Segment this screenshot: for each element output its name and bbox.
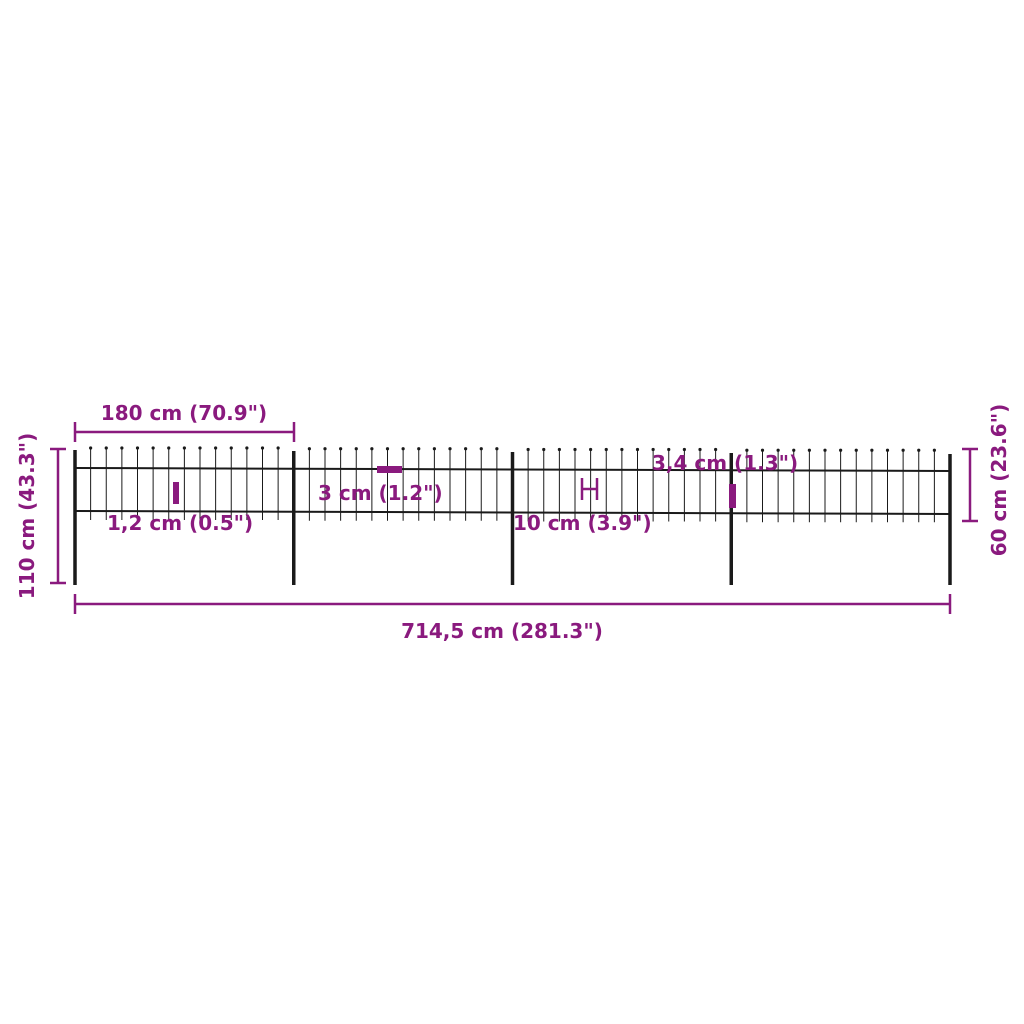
picket-finial [714, 447, 718, 452]
picket-finial [385, 447, 390, 451]
rail-marker [377, 466, 402, 473]
picket-finial [495, 447, 499, 451]
picket-finial [901, 448, 905, 452]
fence [73, 446, 952, 585]
total-length-line [73, 594, 952, 614]
post-width-label: 3,4 cm (1.3") [652, 451, 798, 475]
picket-spacing-label: 1,2 cm (0.5") [107, 511, 253, 535]
picket-finial [745, 448, 749, 452]
picket-finial [526, 447, 530, 452]
picket-finial [135, 446, 140, 450]
picket-marker [173, 482, 179, 504]
picket-finial [323, 447, 327, 451]
picket-finial [448, 447, 452, 451]
picket-finial [245, 446, 249, 450]
picket-finial [182, 446, 186, 450]
picket-finial [589, 447, 593, 452]
picket-finial [870, 448, 874, 452]
picket-finial [885, 448, 890, 452]
picket-finial [651, 447, 655, 452]
fence-height-label: 60 cm (23.6") [987, 404, 1011, 557]
picket-finial [917, 448, 921, 452]
picket-finial [667, 447, 671, 452]
picket-finial [432, 447, 436, 451]
picket-finial [401, 447, 405, 451]
picket-finial [792, 448, 796, 452]
picket-finial [776, 448, 780, 452]
picket-finial [932, 448, 936, 452]
picket-finial [557, 447, 561, 452]
picket-finial [464, 447, 468, 451]
picket-finial [104, 446, 108, 450]
panel-width-label: 180 cm (70.9") [101, 401, 267, 425]
picket-finial [354, 447, 358, 451]
picket-finial [276, 446, 280, 450]
picket-finial [682, 447, 686, 452]
picket-finial [698, 447, 702, 452]
picket-finial [339, 447, 343, 451]
rail-gap-label: 10 cm (3.9") [513, 511, 652, 535]
picket-finial [854, 448, 858, 452]
picket-finial [620, 447, 624, 452]
total-height-label: 110 cm (43.3") [15, 433, 39, 599]
picket-finial [198, 446, 202, 450]
picket-finial [167, 446, 171, 450]
picket-finial [760, 448, 765, 452]
picket-finial [635, 447, 640, 452]
picket-finial [260, 446, 265, 450]
picket-finial [417, 447, 421, 451]
picket-finial [573, 447, 577, 452]
panel-width-line [73, 422, 296, 442]
dimension-lines [50, 422, 978, 614]
picket-finial [89, 446, 93, 450]
total-height-line [50, 447, 66, 585]
picket-finial [229, 446, 233, 450]
picket-finial [542, 447, 546, 452]
picket-finial [307, 447, 311, 451]
rail-width-label: 3 cm (1.2") [318, 481, 443, 505]
picket-finial [604, 447, 608, 452]
picket-finial [823, 448, 827, 452]
rail-gap-marker [580, 478, 599, 500]
picket-finial [839, 448, 843, 452]
picket-finial [151, 446, 155, 450]
picket-finial [370, 447, 374, 451]
total-length-label: 714,5 cm (281.3") [401, 619, 603, 643]
picket-finial [120, 446, 124, 450]
fence-height-line [962, 447, 978, 523]
post-marker [729, 484, 736, 508]
picket-finial [214, 446, 218, 450]
picket-finial [807, 448, 811, 452]
picket-finial [479, 447, 483, 451]
